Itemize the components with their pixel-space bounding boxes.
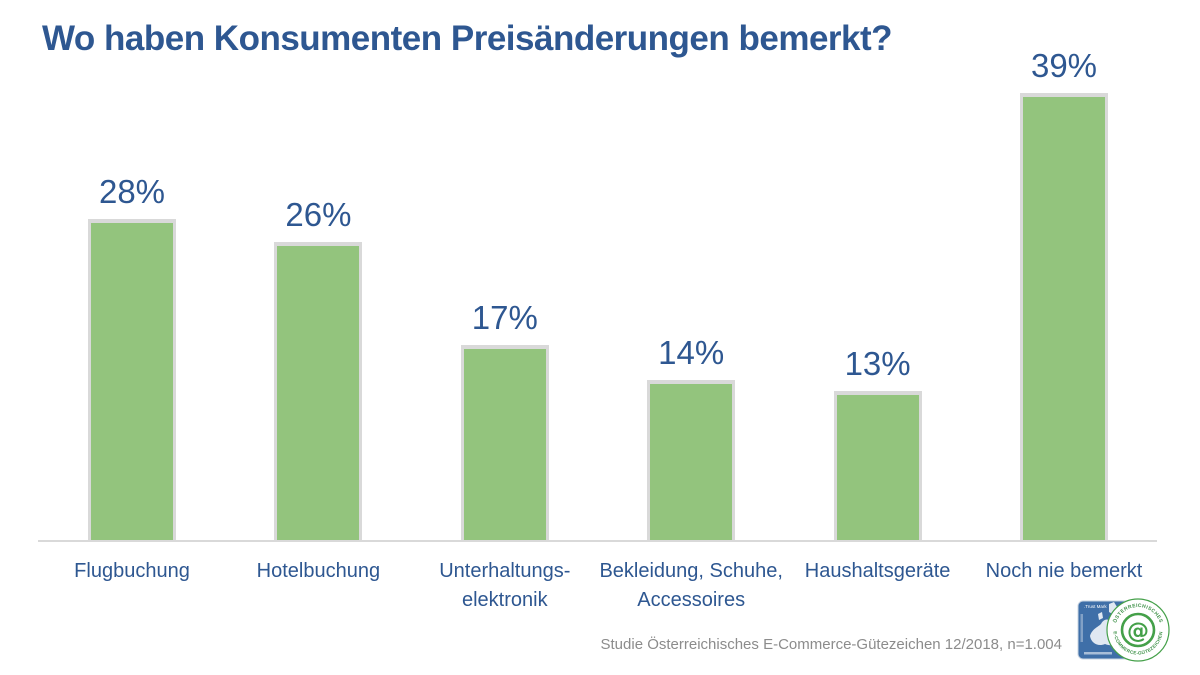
bar — [460, 345, 549, 540]
category-label-line: Accessoires — [637, 589, 746, 611]
bar — [833, 391, 922, 540]
guetezeichen-badge: ÖSTERREICHISCHES E-COMMERCE-GÜTEZEICHEN … — [1106, 598, 1170, 662]
bottom-caption-line — [1084, 652, 1112, 655]
trust-mark-text: .Trust Mark — [1084, 604, 1107, 609]
left-caption-line — [1080, 614, 1083, 642]
uk-shape — [1098, 612, 1103, 620]
bar — [88, 219, 176, 540]
category-label-line: elektronik — [461, 589, 548, 611]
category-label-line: Hotelbuchung — [256, 560, 381, 582]
bar-value-label: 39% — [1030, 47, 1098, 84]
category-label-line: Haushaltsgeräte — [804, 560, 951, 582]
bar-value-label: 17% — [471, 299, 538, 336]
category-label-line: Noch nie bemerkt — [985, 560, 1143, 582]
bar-value-label: 28% — [98, 173, 166, 210]
x-axis-line — [38, 540, 1157, 542]
bar-value-label: 13% — [844, 345, 911, 382]
bar — [1020, 93, 1108, 540]
bar-value-label: 26% — [285, 196, 352, 233]
category-label: Noch nie bemerkt — [971, 557, 1157, 586]
chart-title: Wo haben Konsumenten Preisänderungen bem… — [42, 19, 893, 58]
category-label-line: Bekleidung, Schuhe, — [599, 560, 783, 582]
category-label-line: Flugbuchung — [74, 560, 190, 582]
category-label: Haushaltsgeräte — [785, 557, 971, 586]
bar — [647, 380, 736, 540]
category-label: Hotelbuchung — [225, 557, 411, 586]
category-label: Flugbuchung — [39, 557, 225, 586]
source-note: Studie Österreichisches E-Commerce-Gütez… — [600, 636, 1063, 653]
badge-at-symbol: @ — [1127, 619, 1149, 644]
trustmark-logo: .Trust Mark ÖSTERREICHISCHES E-COMMERCE-… — [1076, 596, 1172, 666]
category-label-line: Unterhaltungs- — [439, 560, 571, 582]
category-label: Bekleidung, Schuhe, Accessoires — [598, 557, 784, 615]
category-label: Unterhaltungs-elektronik — [412, 557, 598, 615]
bar-value-label: 14% — [658, 334, 725, 371]
bar — [274, 242, 363, 540]
